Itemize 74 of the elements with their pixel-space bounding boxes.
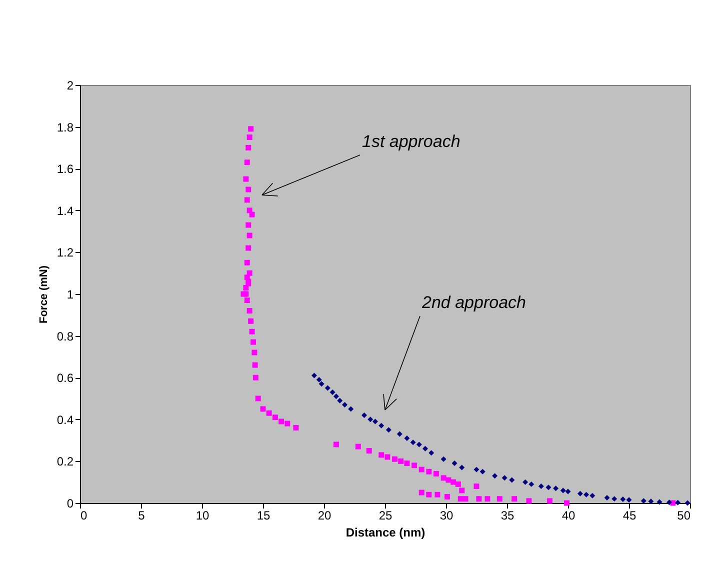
- x-tick-label: 30: [440, 508, 454, 522]
- point: [492, 473, 498, 479]
- point: [553, 486, 559, 492]
- x-tick-label: 35: [500, 508, 514, 522]
- point: [675, 500, 681, 506]
- x-tick-label: 50: [677, 508, 691, 522]
- x-tick-label: 45: [622, 508, 636, 522]
- point: [330, 389, 336, 395]
- annotation: 1st approach: [362, 132, 460, 151]
- point: [480, 468, 486, 474]
- x-tick-label: 25: [378, 508, 392, 522]
- point: [337, 398, 343, 404]
- annotation: 2nd approach: [421, 293, 526, 312]
- x-tick-label: 15: [256, 508, 270, 522]
- y-tick-label: 0: [66, 496, 74, 510]
- point: [656, 499, 662, 505]
- x-axis-title: Distance (nm): [346, 526, 426, 540]
- y-tick-label: 1.4: [56, 204, 74, 218]
- point: [362, 412, 367, 418]
- x-tick-label: 5: [138, 508, 146, 522]
- x-tick-label: 20: [318, 508, 332, 522]
- point: [333, 394, 339, 400]
- point: [396, 431, 402, 437]
- point: [378, 422, 384, 428]
- point: [324, 385, 330, 391]
- y-tick-label: 2: [66, 78, 74, 92]
- point: [342, 402, 348, 408]
- point: [368, 416, 374, 422]
- point: [312, 372, 317, 378]
- point: [666, 500, 672, 506]
- y-tick-label: 0.8: [56, 329, 74, 344]
- point: [459, 464, 465, 470]
- point: [640, 498, 646, 504]
- point: [416, 442, 422, 448]
- point: [452, 460, 458, 466]
- point: [546, 484, 552, 490]
- point: [528, 481, 534, 487]
- point: [584, 492, 590, 498]
- point: [386, 427, 392, 433]
- point: [318, 381, 324, 387]
- point: [440, 456, 446, 462]
- y-tick-label: 1.2: [56, 246, 74, 260]
- y-tick-label: 0.4: [56, 412, 74, 427]
- point: [522, 479, 528, 485]
- point: [684, 500, 690, 506]
- point: [509, 477, 515, 483]
- point: [538, 484, 544, 490]
- point: [590, 492, 596, 498]
- x-tick-label: 40: [562, 508, 576, 522]
- point: [348, 406, 354, 412]
- point: [620, 496, 626, 502]
- point: [404, 435, 410, 441]
- point: [410, 440, 416, 446]
- point: [502, 475, 508, 481]
- y-tick-label: 0.2: [56, 454, 74, 469]
- point: [577, 490, 583, 496]
- y-tick-label: 1: [66, 288, 74, 302]
- point: [372, 418, 378, 424]
- point: [648, 498, 654, 504]
- point: [474, 466, 480, 472]
- y-tick-label: 0.6: [56, 371, 74, 386]
- y-tick-label: 1.8: [56, 120, 74, 134]
- point: [316, 376, 322, 382]
- point: [422, 446, 428, 452]
- point: [560, 488, 566, 494]
- point: [428, 450, 434, 456]
- point: [626, 497, 632, 503]
- point: [604, 495, 610, 501]
- y-tick-label: 1.6: [56, 162, 74, 176]
- point: [612, 496, 618, 502]
- y-axis-title: Force (mN): [38, 265, 50, 324]
- x-tick-label: 10: [196, 508, 210, 522]
- point: [565, 488, 571, 494]
- x-tick-label: 0: [80, 508, 88, 522]
